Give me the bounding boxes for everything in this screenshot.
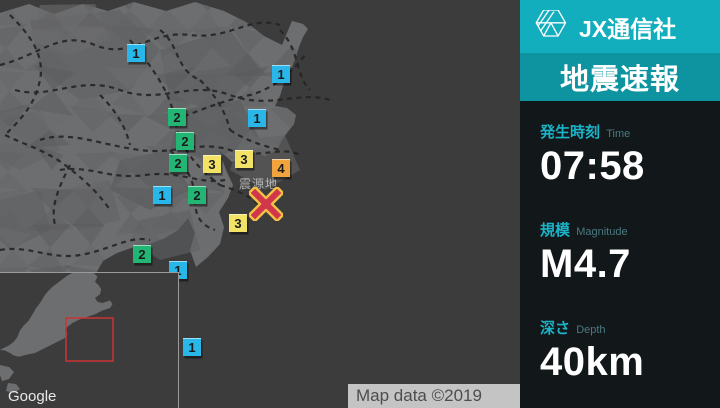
svg-text:Google: Google [8, 388, 56, 405]
